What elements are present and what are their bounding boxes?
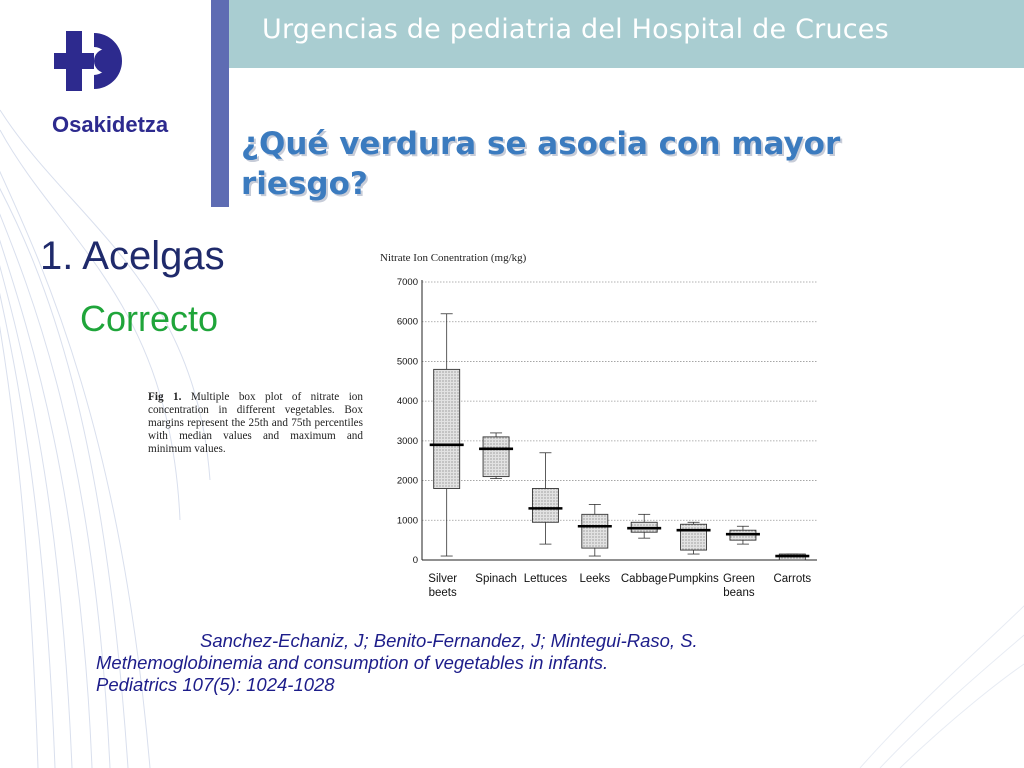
- box: [531, 488, 559, 523]
- x-category-label: Lettuces: [524, 573, 568, 585]
- citation-authors: Sanchez-Echaniz, J; Benito-Fernandez, J;…: [200, 630, 698, 651]
- osakidetza-logo-icon: [54, 31, 122, 91]
- x-category-label: Cabbage: [621, 573, 668, 585]
- x-category-label: Pumpkins: [668, 573, 719, 585]
- y-tick-label: 4000: [397, 396, 418, 407]
- box: [482, 436, 510, 478]
- box: [680, 523, 708, 551]
- y-tick-label: 0: [413, 555, 418, 566]
- box: [433, 368, 461, 489]
- slide-question: ¿Qué verdura se asocia con mayor riesgo?: [241, 126, 841, 202]
- answer-text: 1. Acelgas: [40, 234, 225, 278]
- header-title: Urgencias de pediatria del Hospital de C…: [262, 14, 889, 45]
- citation: Sanchez-Echaniz, J; Benito-Fernandez, J;…: [96, 630, 856, 696]
- chart-title: Nitrate Ion Conentration (mg/kg): [380, 252, 527, 264]
- citation-journal: Pediatrics 107(5): 1024-1028: [96, 674, 335, 695]
- box: [581, 513, 609, 549]
- y-tick-label: 5000: [397, 356, 418, 367]
- header-band: [229, 0, 1024, 68]
- figure-caption: Fig 1. Multiple box plot of nitrate ion …: [148, 391, 363, 456]
- x-category-label: beets: [429, 587, 457, 599]
- x-category-label: Spinach: [475, 573, 517, 585]
- accent-bar: [211, 0, 229, 207]
- caption-text: Multiple box plot of nitrate ion concent…: [148, 391, 363, 455]
- caption-label: Fig 1.: [148, 391, 182, 403]
- x-category-label: beans: [723, 587, 755, 599]
- logo-text: Osakidetza: [52, 112, 169, 137]
- y-tick-label: 1000: [397, 515, 418, 526]
- y-tick-label: 6000: [397, 317, 418, 328]
- x-category-label: Leeks: [579, 573, 610, 585]
- y-tick-label: 2000: [397, 476, 418, 487]
- feedback-text: Correcto: [80, 298, 219, 339]
- x-category-label: Green: [723, 573, 755, 585]
- x-category-label: Carrots: [773, 573, 811, 585]
- y-tick-label: 7000: [397, 277, 418, 288]
- x-category-label: Silver: [428, 573, 457, 585]
- citation-title: Methemoglobinemia and consumption of veg…: [96, 652, 609, 673]
- y-tick-label: 3000: [397, 436, 418, 447]
- nitrate-boxplot-chart: Nitrate Ion Conentration (mg/kg) 0 1000 200…: [380, 252, 817, 599]
